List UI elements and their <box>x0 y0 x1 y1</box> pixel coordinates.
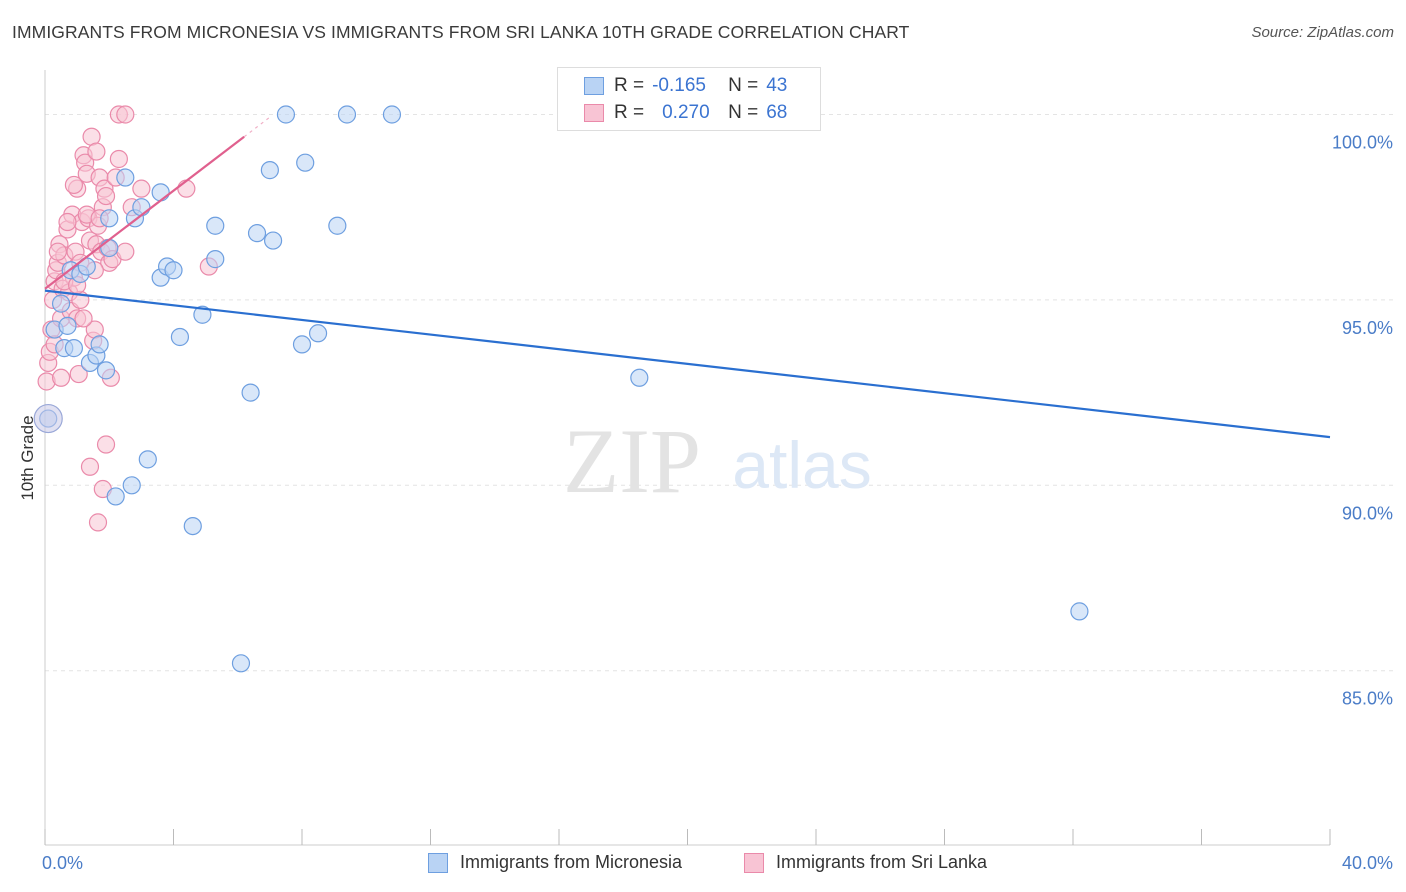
point-sri-lanka <box>69 364 88 384</box>
trend-lines <box>44 116 1331 439</box>
point-sri-lanka <box>74 309 93 328</box>
point-sri-lanka <box>132 179 151 198</box>
r-value-sri-lanka: 0.270 <box>662 102 710 123</box>
point-micronesia <box>630 368 649 387</box>
point-micronesia <box>96 361 116 380</box>
point-micronesia <box>260 161 279 180</box>
chart-title: IMMIGRANTS FROM MICRONESIA VS IMMIGRANTS… <box>12 22 910 42</box>
watermark-zip: ZIP <box>563 410 701 512</box>
point-micronesia <box>90 335 109 354</box>
bottom-legend-micronesia: Immigrants from Micronesia <box>428 852 682 873</box>
y-tick-label: 90.0% <box>1342 503 1393 523</box>
point-micronesia <box>138 450 157 469</box>
bottom-legend-swatch-sri-lanka <box>744 852 764 873</box>
y-axis-title: 10th Grade <box>18 415 37 500</box>
point-sri-lanka <box>116 242 135 261</box>
point-sri-lanka <box>96 435 116 454</box>
point-sri-lanka <box>96 186 116 206</box>
point-micronesia <box>241 383 260 402</box>
r-value-micronesia: -0.165 <box>652 75 706 96</box>
point-sri-lanka <box>87 142 106 161</box>
point-micronesia <box>247 224 267 243</box>
r-label: R = <box>614 75 645 96</box>
point-micronesia <box>164 261 183 280</box>
point-micronesia <box>206 250 225 269</box>
bottom-legend-swatch-micronesia <box>428 852 448 873</box>
point-sri-lanka <box>116 105 135 124</box>
x-tick-label-max: 40.0% <box>1342 853 1393 873</box>
point-micronesia <box>263 231 283 250</box>
trend-extension-sri-lanka <box>243 116 271 138</box>
tick-labels: 100.0% 95.0% 90.0% 85.0% 0.0% 40.0% 10th Grade <box>18 132 1393 873</box>
y-tick-label: 85.0% <box>1342 689 1393 709</box>
watermark: ZIP atlas <box>563 410 872 512</box>
axes <box>44 70 1331 846</box>
n-label: N = <box>728 75 759 96</box>
point-sri-lanka <box>80 457 100 476</box>
bottom-legend-label-micronesia: Immigrants from Micronesia <box>460 852 683 872</box>
point-micronesia <box>122 476 141 495</box>
point-sri-lanka <box>51 368 71 387</box>
point-sri-lanka <box>48 242 67 261</box>
point-micronesia <box>51 294 71 313</box>
point-micronesia <box>292 335 312 354</box>
point-micronesia <box>382 105 402 124</box>
point-sri-lanka <box>88 513 108 532</box>
y-tick-label: 95.0% <box>1342 318 1393 338</box>
point-micronesia <box>170 327 190 347</box>
point-micronesia <box>100 209 119 228</box>
point-micronesia <box>116 168 135 187</box>
point-micronesia <box>276 105 296 124</box>
legend-swatch-sri-lanka <box>584 104 604 122</box>
legend-row-sri-lanka: R = 0.270 N = 68 <box>584 101 787 125</box>
x-tick-label-min: 0.0% <box>42 853 83 873</box>
data-points <box>33 105 1089 673</box>
point-micronesia <box>231 654 251 673</box>
point-micronesia <box>106 487 125 506</box>
point-sri-lanka <box>58 212 77 232</box>
point-micronesia <box>58 316 77 335</box>
point-sri-lanka <box>109 149 128 169</box>
point-micronesia <box>296 153 315 172</box>
watermark-atlas: atlas <box>732 428 871 502</box>
trend-line-micronesia <box>44 289 1331 439</box>
point-sri-lanka <box>177 179 196 198</box>
point-micronesia <box>1070 602 1089 621</box>
n-value-micronesia: 43 <box>766 75 788 96</box>
point-micronesia <box>206 216 225 235</box>
trend-line-sri-lanka <box>44 135 245 290</box>
point-micronesia <box>183 517 202 536</box>
n-value-sri-lanka: 68 <box>766 102 788 123</box>
bottom-legend-label-sri-lanka: Immigrants from Sri Lanka <box>776 852 988 872</box>
point-micronesia <box>151 183 170 202</box>
point-micronesia <box>193 305 212 324</box>
bottom-legend-sri-lanka: Immigrants from Sri Lanka <box>744 852 987 873</box>
point-micronesia <box>328 216 347 235</box>
point-micronesia <box>64 339 84 358</box>
n-label: N = <box>728 102 759 123</box>
legend-swatch-micronesia <box>584 77 604 95</box>
y-tick-label: 100.0% <box>1332 132 1393 152</box>
r-label: R = <box>614 102 645 123</box>
point-micronesia <box>100 238 119 258</box>
point-micronesia <box>337 105 357 124</box>
point-micronesia-large <box>33 403 63 434</box>
stats-legend: R = -0.165 N = 43 R = 0.270 N = 68 <box>557 67 821 131</box>
legend-row-micronesia: R = -0.165 N = 43 <box>584 74 787 98</box>
source-credit: Source: ZipAtlas.com <box>1251 24 1394 41</box>
point-micronesia <box>132 198 151 217</box>
point-micronesia <box>308 324 328 343</box>
point-sri-lanka <box>64 175 84 195</box>
